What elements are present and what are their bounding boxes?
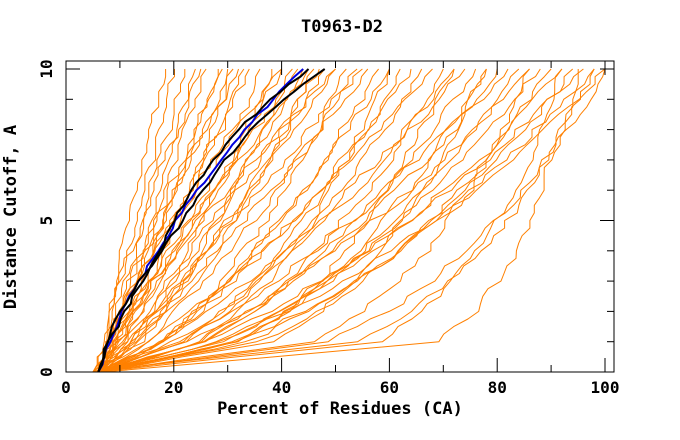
models-orange-curve: [98, 68, 487, 372]
models-orange-curve: [98, 68, 455, 372]
model-curves: [92, 68, 606, 372]
models-orange-curve: [103, 68, 563, 372]
x-tick-label: 80: [488, 378, 507, 397]
models-orange-curve: [97, 68, 207, 372]
model-black-1-curve: [97, 68, 310, 372]
x-tick-label: 0: [61, 378, 71, 397]
models-orange-curve: [103, 68, 283, 372]
models-orange-curve: [98, 68, 477, 372]
plot-border: [65, 60, 615, 373]
plot-axes: [65, 60, 615, 373]
models-orange-curve: [97, 68, 304, 372]
models-orange-curve: [97, 68, 358, 372]
models-orange-curve: [98, 68, 606, 372]
y-tick-label: 5: [37, 216, 56, 226]
models-orange-curve: [98, 68, 584, 372]
models-orange-curve: [103, 68, 336, 372]
models-orange-curve: [92, 68, 595, 372]
x-tick-label: 20: [164, 378, 183, 397]
models-orange-curve: [92, 68, 455, 372]
y-axis-label: Distance Cutoff, A: [1, 125, 21, 309]
models-orange-curve: [98, 68, 379, 372]
models-orange-curve: [92, 68, 261, 372]
models-orange-curve: [98, 68, 509, 372]
models-orange-curve: [98, 68, 412, 372]
models-orange-curve: [103, 68, 363, 372]
models-orange-curve: [98, 68, 530, 372]
tick-labels: 0 20 40 60 80 100 0 5 10: [37, 59, 619, 397]
chart-title: T0963-D2: [301, 17, 383, 37]
models-orange-curve: [97, 68, 196, 372]
models-orange-curve: [98, 68, 498, 372]
models-orange-curve: [103, 68, 239, 372]
models-orange-curve: [103, 68, 390, 372]
x-tick-label: 40: [272, 378, 291, 397]
x-tick-label: 60: [380, 378, 399, 397]
models-orange-curve: [98, 68, 433, 372]
models-orange-curve: [97, 68, 250, 372]
models-orange-curve: [92, 68, 606, 372]
models-orange-curve: [98, 68, 520, 372]
models-orange-curve: [92, 68, 530, 372]
models-orange-curve: [98, 68, 466, 372]
models-orange-curve: [98, 68, 574, 372]
models-orange-curve: [98, 68, 541, 372]
models-orange-curve: [98, 68, 320, 372]
models-orange-curve: [98, 68, 595, 372]
x-tick-label: 100: [591, 378, 620, 397]
y-tick-label: 0: [37, 367, 56, 377]
y-tick-label: 10: [37, 59, 56, 78]
models-orange-curve: [103, 69, 579, 372]
models-orange-curve: [92, 69, 175, 372]
x-axis-label: Percent of Residues (CA): [217, 399, 463, 419]
model-black-2-curve: [97, 68, 326, 372]
models-orange-curve: [97, 69, 167, 372]
models-orange-curve: [98, 68, 390, 372]
models-orange-curve: [97, 69, 186, 372]
models-orange-curve: [92, 68, 299, 372]
models-orange-curve: [97, 68, 326, 372]
models-orange-curve: [97, 68, 309, 372]
models-orange-curve: [92, 68, 369, 372]
models-orange-curve: [97, 68, 336, 372]
